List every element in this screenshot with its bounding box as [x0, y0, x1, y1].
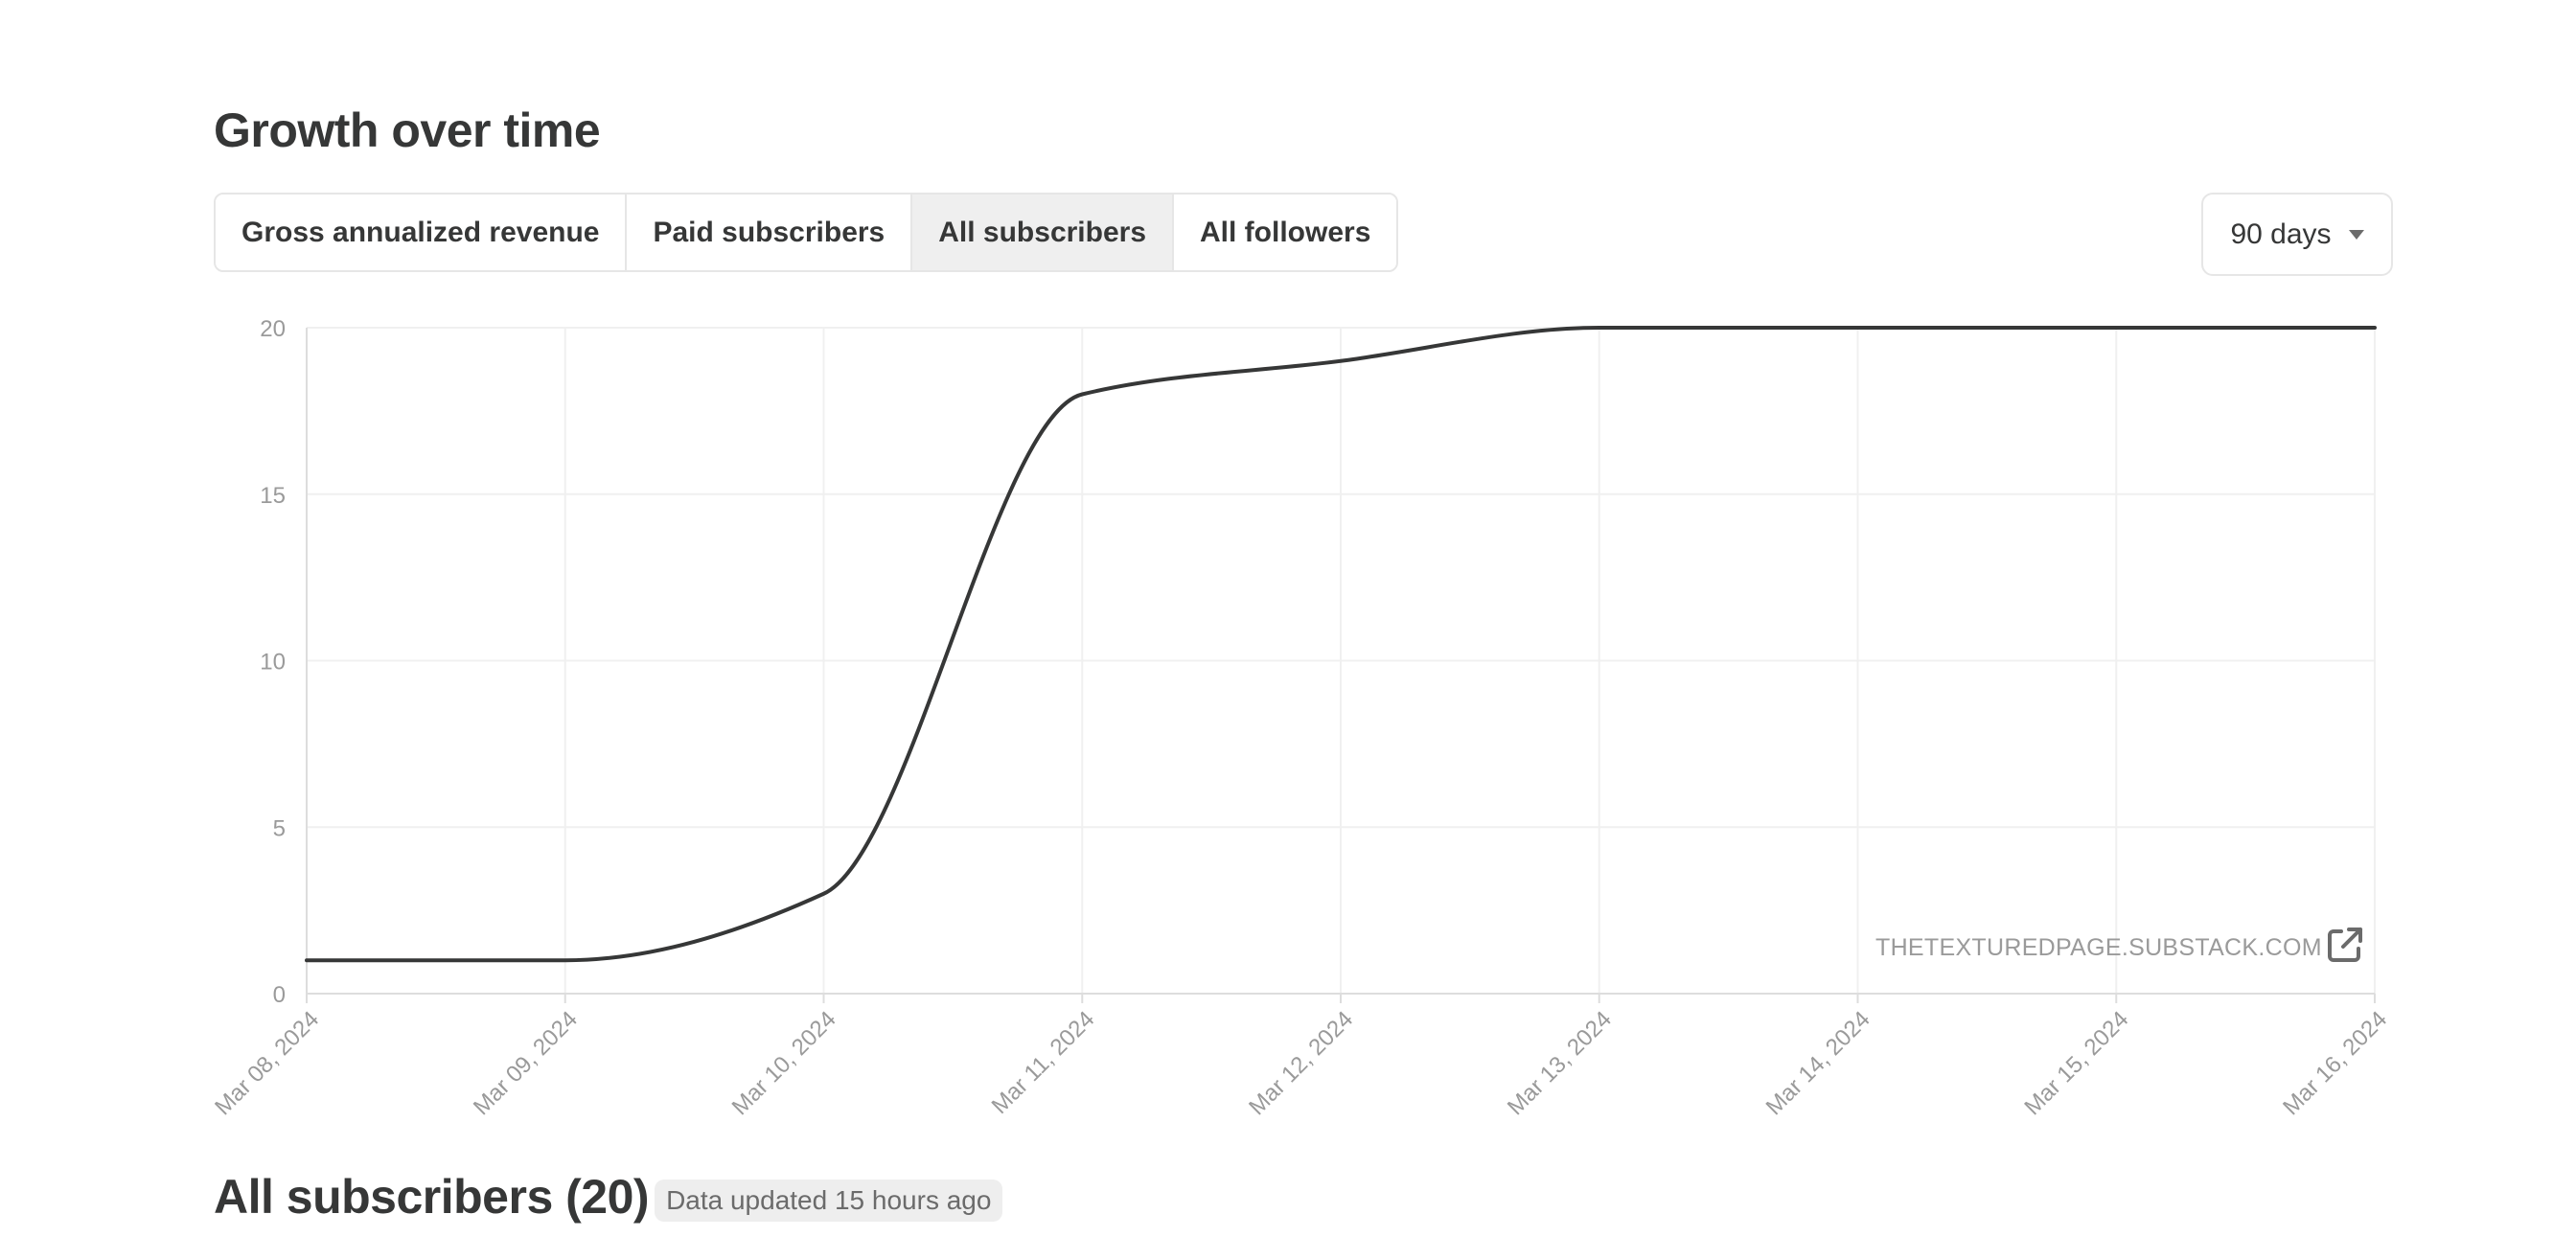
x-tick-label: Mar 12, 2024 [1244, 1006, 1358, 1120]
tab-paid-subscribers[interactable]: Paid subscribers [627, 195, 913, 270]
date-range-value: 90 days [2230, 218, 2332, 250]
section-header: All subscribers (20) Data updated 15 hou… [214, 1169, 1003, 1225]
y-tick-label: 5 [273, 815, 286, 841]
data-updated-badge: Data updated 15 hours ago [655, 1180, 1003, 1222]
chart-series [305, 325, 2377, 963]
y-tick-label: 20 [260, 316, 286, 342]
y-tick-label: 10 [260, 650, 286, 676]
x-tick-label: Mar 08, 2024 [210, 1006, 324, 1120]
x-tick-label: Mar 16, 2024 [2278, 1006, 2392, 1120]
tab-all-subscribers[interactable]: All subscribers [912, 195, 1175, 270]
x-tick-label: Mar 14, 2024 [1761, 1006, 1875, 1120]
page-title: Growth over time [214, 103, 601, 157]
section-title: All subscribers (20) [214, 1170, 650, 1224]
caret-down-icon [2348, 229, 2364, 240]
x-axis-ticks: Mar 08, 2024 Mar 09, 2024 Mar 10, 2024 Mar … [210, 1006, 2392, 1120]
y-tick-label: 15 [260, 483, 286, 509]
tab-all-followers[interactable]: All followers [1174, 195, 1397, 270]
x-tick-label: Mar 11, 2024 [987, 1006, 1100, 1119]
watermark: THETEXTUREDPAGE.SUBSTACK.COM [1875, 934, 2322, 961]
series-line-all-subscribers [305, 325, 2377, 963]
tab-gross-annualized-revenue[interactable]: Gross annualized revenue [216, 195, 628, 270]
chart-grid [307, 327, 2376, 994]
y-tick-label: 0 [273, 982, 286, 1008]
external-link-icon[interactable] [2322, 922, 2368, 968]
x-tick-label: Mar 10, 2024 [727, 1006, 841, 1120]
x-tick-label: Mar 13, 2024 [1503, 1006, 1617, 1120]
date-range-select[interactable]: 90 days [2201, 193, 2393, 276]
metric-tabs: Gross annualized revenue Paid subscriber… [214, 193, 1399, 272]
growth-chart: 0 5 10 15 20 Mar 08, 2024 Mar 09, 2024 Mar 10,… [210, 316, 2392, 1120]
chart-axes [306, 328, 2376, 1003]
y-axis-ticks: 0 5 10 15 20 [260, 316, 286, 1008]
x-tick-label: Mar 09, 2024 [469, 1006, 583, 1120]
x-tick-label: Mar 15, 2024 [2019, 1006, 2133, 1120]
